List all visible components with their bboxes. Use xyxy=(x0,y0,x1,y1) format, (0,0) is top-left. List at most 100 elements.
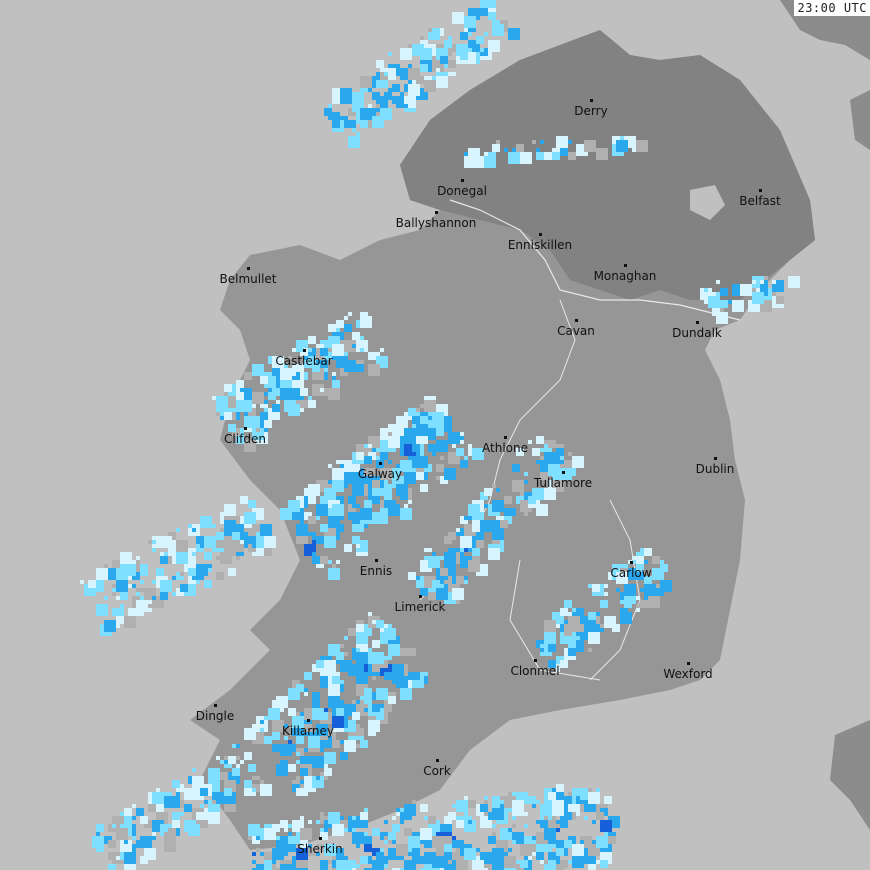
rain-cell xyxy=(296,712,300,716)
rain-cell xyxy=(304,780,308,784)
rain-cell xyxy=(460,460,468,468)
rain-cell xyxy=(660,564,668,572)
rain-cell xyxy=(600,860,608,868)
rain-cell xyxy=(452,444,456,448)
rain-cell xyxy=(308,336,316,344)
city-label-donegal: Donegal xyxy=(437,184,487,198)
rain-cell xyxy=(120,604,124,608)
rain-cell xyxy=(596,812,604,820)
rain-cell xyxy=(548,836,556,844)
rain-cell xyxy=(364,444,368,448)
rain-cell xyxy=(492,824,496,828)
rain-cell xyxy=(300,388,308,396)
rain-cell xyxy=(476,804,480,808)
rain-cell xyxy=(132,804,136,808)
rain-cell xyxy=(492,528,504,540)
rain-cell xyxy=(536,820,540,824)
rain-cell xyxy=(316,852,320,856)
rain-cell xyxy=(392,840,396,844)
rain-cell xyxy=(436,588,448,600)
rain-cell xyxy=(80,580,84,584)
rain-cell xyxy=(232,744,236,748)
rain-cell xyxy=(436,824,440,828)
rain-cell xyxy=(128,584,132,588)
rain-cell xyxy=(244,440,256,452)
rain-cell xyxy=(344,360,356,372)
rain-cell xyxy=(456,448,464,456)
rain-cell xyxy=(552,804,564,816)
rain-cell xyxy=(652,556,660,564)
rain-layer xyxy=(80,0,800,870)
rain-cell xyxy=(444,836,452,844)
rain-cell xyxy=(456,860,468,870)
rain-cell xyxy=(728,300,732,304)
rain-cell xyxy=(448,860,452,864)
rain-cell xyxy=(548,464,560,476)
rain-cell xyxy=(332,468,344,480)
rain-cell xyxy=(364,688,372,696)
city-label-clifden: Clifden xyxy=(224,432,266,446)
rain-cell xyxy=(356,444,364,452)
rain-cell xyxy=(452,588,464,600)
rain-cell xyxy=(416,584,420,588)
rain-cell xyxy=(460,536,472,548)
rain-cell xyxy=(444,40,452,48)
rain-cell xyxy=(612,624,620,632)
rain-cell xyxy=(396,808,400,812)
rain-cell xyxy=(332,740,340,748)
city-marker xyxy=(319,837,322,840)
rain-cell xyxy=(416,576,420,580)
rain-cell xyxy=(368,352,376,360)
rain-cell xyxy=(248,824,260,836)
rain-cell xyxy=(488,40,500,52)
rain-cell xyxy=(328,480,332,484)
rain-cell xyxy=(484,812,488,816)
rain-cell xyxy=(324,536,336,548)
rain-cell xyxy=(436,68,440,72)
rain-cell xyxy=(168,796,180,808)
rain-cell xyxy=(420,484,428,492)
rain-cell xyxy=(296,528,304,536)
rain-cell xyxy=(608,844,612,848)
rain-cell xyxy=(332,716,344,728)
rain-cell xyxy=(636,596,640,600)
rain-cell xyxy=(364,844,372,852)
rain-cell xyxy=(572,456,584,468)
rain-cell xyxy=(492,520,500,528)
rain-cell xyxy=(416,456,428,468)
rain-cell xyxy=(596,148,608,160)
rain-cell xyxy=(516,860,520,864)
rain-cell xyxy=(132,836,136,840)
rain-cell xyxy=(328,324,336,332)
rain-cell xyxy=(316,660,324,668)
rain-cell xyxy=(424,548,428,552)
rain-cell xyxy=(272,368,280,376)
rain-cell xyxy=(316,504,328,516)
rain-cell xyxy=(492,832,496,836)
rain-cell xyxy=(268,380,276,388)
rain-cell xyxy=(336,328,340,332)
rain-cell xyxy=(512,148,516,152)
rain-cell xyxy=(320,748,324,752)
rain-cell xyxy=(280,748,288,756)
rain-cell xyxy=(332,120,340,128)
rain-cell xyxy=(276,400,280,404)
rain-cell xyxy=(704,288,708,292)
rain-cell xyxy=(788,276,796,284)
rain-cell xyxy=(560,608,568,616)
rain-cell xyxy=(236,764,240,768)
rain-cell xyxy=(156,804,164,812)
rain-cell xyxy=(644,576,652,584)
rain-cell xyxy=(404,96,412,104)
rain-cell xyxy=(340,752,348,760)
rain-cell xyxy=(336,560,340,564)
city-marker xyxy=(504,436,507,439)
rain-cell xyxy=(244,372,252,380)
rain-cell xyxy=(356,132,360,136)
rain-cell xyxy=(136,808,144,816)
rain-cell xyxy=(360,316,372,328)
rain-cell xyxy=(260,852,264,856)
rain-cell xyxy=(536,504,548,516)
city-marker xyxy=(303,349,306,352)
